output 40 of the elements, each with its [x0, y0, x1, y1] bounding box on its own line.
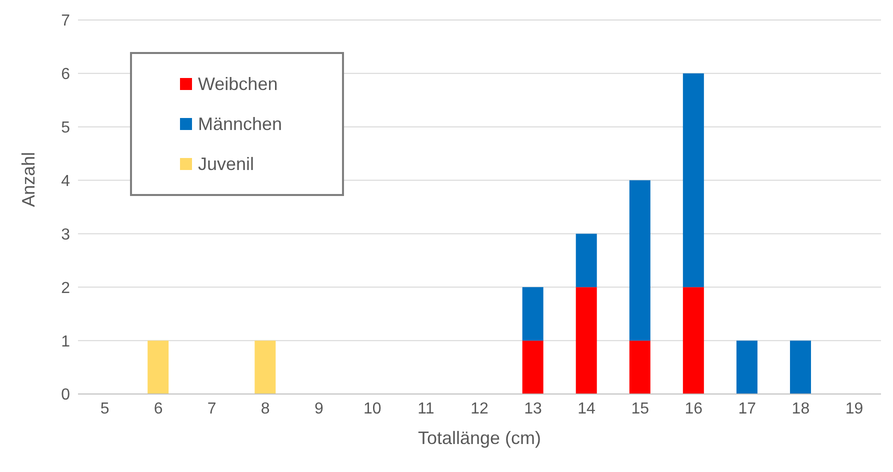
y-tick-label: 7	[61, 12, 70, 30]
bar	[148, 340, 169, 394]
y-tick-label: 5	[61, 120, 70, 137]
x-tick-label: 19	[845, 400, 864, 418]
bar	[629, 340, 650, 394]
y-tick-label: 1	[61, 333, 70, 350]
bar	[254, 340, 276, 394]
x-tick-label: 14	[578, 400, 596, 418]
x-tick-label: 10	[364, 400, 382, 418]
bar	[682, 287, 704, 394]
bar	[736, 340, 758, 394]
x-tick-label: 16	[684, 400, 703, 418]
y-tick-label: 3	[61, 226, 70, 244]
x-tick-label: 18	[792, 400, 810, 418]
y-tick-label: 0	[61, 386, 70, 404]
x-tick-label: 6	[154, 400, 163, 418]
legend-label: Weibchen	[198, 73, 278, 96]
bar	[629, 180, 650, 341]
legend-label: Juvenil	[198, 153, 254, 176]
x-tick-label: 9	[314, 400, 324, 418]
bar	[790, 340, 811, 394]
x-tick-label: 11	[418, 400, 434, 418]
bar	[576, 234, 597, 288]
bar	[522, 287, 544, 341]
x-tick-label: 12	[470, 400, 488, 418]
x-tick-label: 7	[207, 400, 216, 418]
bar	[682, 73, 704, 288]
x-tick-label: 13	[524, 400, 542, 418]
bar	[576, 287, 597, 394]
y-tick-label: 2	[61, 280, 70, 297]
y-axis-title: Anzahl	[18, 152, 38, 207]
bar	[522, 340, 544, 394]
x-tick-label: 5	[100, 400, 110, 418]
legend-label: Männchen	[198, 113, 282, 136]
x-tick-label: 15	[631, 400, 650, 418]
y-tick-label: 6	[61, 66, 70, 84]
x-tick-label: 17	[738, 400, 756, 418]
x-axis-title: Totallänge (cm)	[418, 428, 542, 448]
x-tick-label: 8	[260, 400, 270, 418]
y-tick-label: 4	[61, 172, 70, 190]
